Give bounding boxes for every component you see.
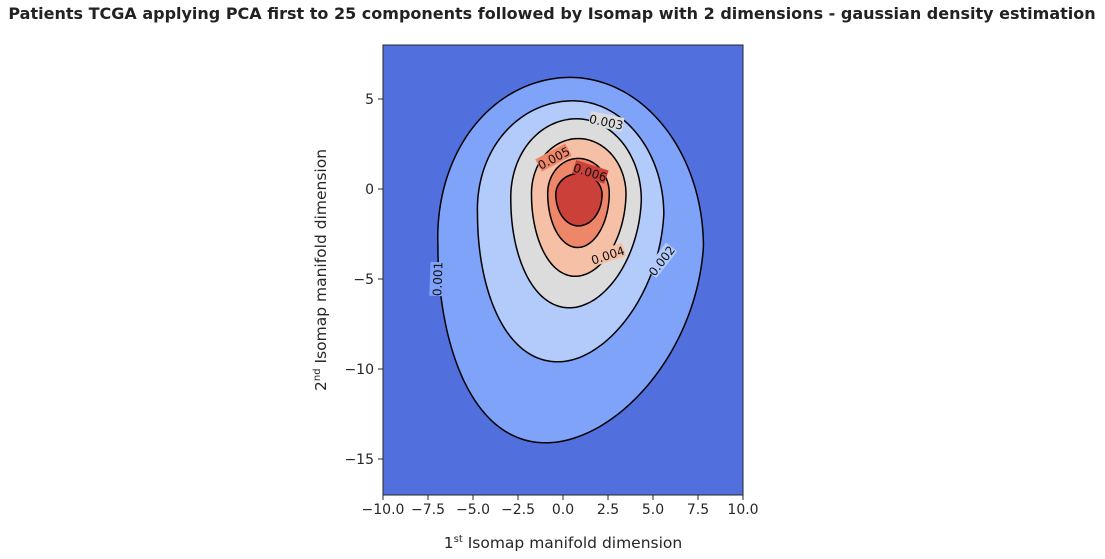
x-tick-label: 5.0 xyxy=(642,502,664,518)
contour-line-0-005 xyxy=(546,157,611,249)
y-tick-label: 0 xyxy=(365,182,374,198)
contour-fill-0-006 xyxy=(555,173,603,226)
contour-line-0-004 xyxy=(530,137,627,278)
x-axis: −10.0 −7.5 −5.0 −2.5 0.0 2.5 5.0 7.5 10.0 xyxy=(362,495,759,518)
y-tick-label: −5 xyxy=(353,272,374,288)
contour-label-bg xyxy=(645,242,678,279)
contour-label-bg xyxy=(535,143,572,172)
contour-label-0-003: 0.003 xyxy=(588,112,625,133)
contour-line-0-001 xyxy=(436,76,705,444)
y-axis-label-base: 2 xyxy=(312,381,330,391)
x-tick-label: −5.0 xyxy=(456,502,490,518)
x-axis-label-sup: st xyxy=(454,534,463,545)
contour-label-bg xyxy=(589,242,627,267)
x-tick-label: −10.0 xyxy=(362,502,405,518)
x-axis-label-rest: Isomap manifold dimension xyxy=(463,534,682,552)
x-tick-label: 7.5 xyxy=(687,502,709,518)
contour-line-0-002 xyxy=(476,100,665,363)
y-tick-label: 5 xyxy=(365,92,374,108)
x-tick-label: 10.0 xyxy=(727,502,758,518)
y-axis-label-rest: Isomap manifold dimension xyxy=(312,149,330,368)
y-axis: 5 0 −5 −10 −15 xyxy=(344,92,383,468)
contour-label-bg xyxy=(588,111,625,132)
y-tick-label: −10 xyxy=(344,362,374,378)
y-axis-label: 2nd Isomap manifold dimension xyxy=(312,149,330,391)
contour-line-0-003 xyxy=(510,118,643,309)
x-axis-label-base: 1 xyxy=(444,534,454,552)
contour-label-bg xyxy=(429,261,445,297)
x-axis-label: 1st Isomap manifold dimension xyxy=(444,534,682,552)
x-tick-label: 0.0 xyxy=(552,502,574,518)
contour-label-0-001: 0.001 xyxy=(430,262,445,297)
contour-label-bg xyxy=(571,159,609,184)
x-tick-label: −2.5 xyxy=(501,502,535,518)
x-tick-label: 2.5 xyxy=(597,502,619,518)
x-tick-label: −7.5 xyxy=(411,502,445,518)
chart-title: Patients TCGA applying PCA first to 25 c… xyxy=(8,4,1095,23)
y-tick-label: −15 xyxy=(344,452,374,468)
y-axis-label-sup: nd xyxy=(312,368,323,381)
